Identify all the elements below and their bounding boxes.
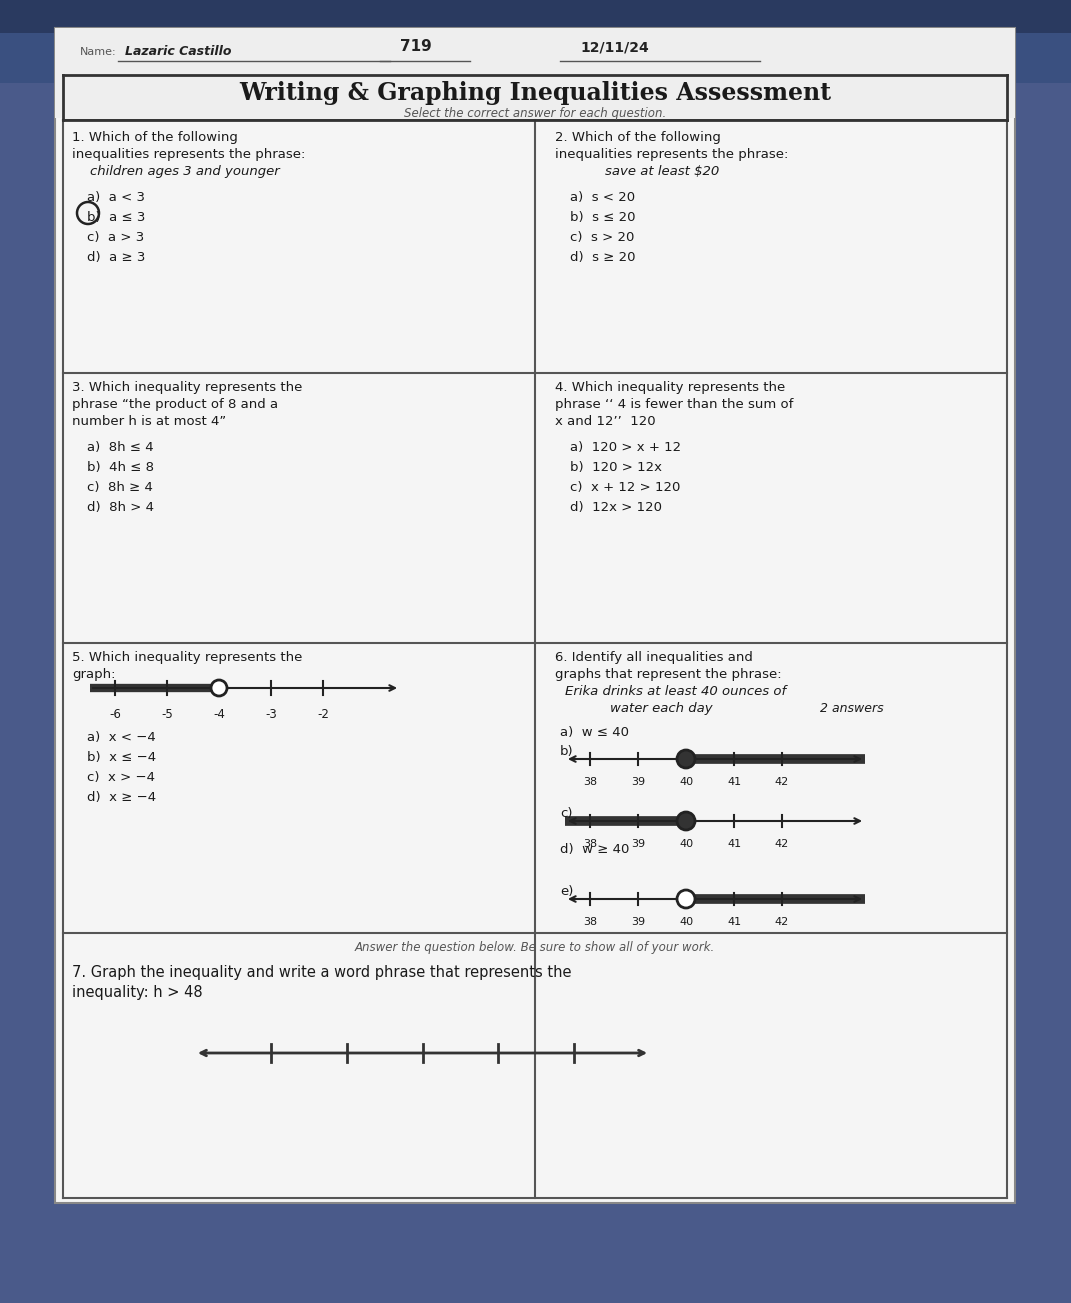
Text: c)  s > 20: c) s > 20 xyxy=(570,231,634,244)
Text: 12/11/24: 12/11/24 xyxy=(580,40,649,53)
Text: 3. Which inequality represents the: 3. Which inequality represents the xyxy=(72,380,302,394)
FancyBboxPatch shape xyxy=(0,0,1071,83)
Text: 42: 42 xyxy=(775,839,789,850)
Text: c): c) xyxy=(560,807,573,820)
Text: 719: 719 xyxy=(399,39,432,53)
Text: Name:: Name: xyxy=(80,47,117,57)
Text: inequalities represents the phrase:: inequalities represents the phrase: xyxy=(72,149,305,162)
FancyBboxPatch shape xyxy=(55,27,1015,119)
Text: d)  x ≥ −4: d) x ≥ −4 xyxy=(87,791,156,804)
Text: 41: 41 xyxy=(727,839,741,850)
Text: inequality: h > 48: inequality: h > 48 xyxy=(72,985,202,999)
Text: x and 12’’  120: x and 12’’ 120 xyxy=(555,414,655,427)
Text: a)  w ≤ 40: a) w ≤ 40 xyxy=(560,726,629,739)
Text: c)  x + 12 > 120: c) x + 12 > 120 xyxy=(570,481,680,494)
Text: 40: 40 xyxy=(679,777,693,787)
Text: number h is at most 4”: number h is at most 4” xyxy=(72,414,226,427)
Text: 38: 38 xyxy=(583,839,597,850)
Text: d)  a ≥ 3: d) a ≥ 3 xyxy=(87,251,146,265)
Text: e): e) xyxy=(560,885,573,898)
Text: inequalities represents the phrase:: inequalities represents the phrase: xyxy=(555,149,788,162)
Text: phrase “the product of 8 and a: phrase “the product of 8 and a xyxy=(72,397,278,410)
Text: 39: 39 xyxy=(631,839,645,850)
Text: b)  120 > 12x: b) 120 > 12x xyxy=(570,461,662,474)
Text: 6. Identify all inequalities and: 6. Identify all inequalities and xyxy=(555,652,753,665)
Text: 2. Which of the following: 2. Which of the following xyxy=(555,132,721,145)
Text: 41: 41 xyxy=(727,777,741,787)
Text: save at least $20: save at least $20 xyxy=(605,165,720,179)
Text: Answer the question below. Be sure to show all of your work.: Answer the question below. Be sure to sh… xyxy=(355,941,715,954)
Text: 41: 41 xyxy=(727,917,741,926)
Text: Writing & Graphing Inequalities Assessment: Writing & Graphing Inequalities Assessme… xyxy=(239,81,831,106)
Text: b)  a ≤ 3: b) a ≤ 3 xyxy=(87,211,146,224)
FancyBboxPatch shape xyxy=(55,27,1015,1203)
Text: 39: 39 xyxy=(631,777,645,787)
Text: children ages 3 and younger: children ages 3 and younger xyxy=(90,165,280,179)
Text: 7. Graph the inequality and write a word phrase that represents the: 7. Graph the inequality and write a word… xyxy=(72,966,572,980)
Text: d)  s ≥ 20: d) s ≥ 20 xyxy=(570,251,635,265)
Text: graph:: graph: xyxy=(72,668,116,681)
Text: -3: -3 xyxy=(266,708,277,721)
Text: -5: -5 xyxy=(161,708,172,721)
Circle shape xyxy=(677,890,695,908)
Text: -4: -4 xyxy=(213,708,225,721)
Text: -2: -2 xyxy=(317,708,329,721)
Text: 1. Which of the following: 1. Which of the following xyxy=(72,132,238,145)
Text: a)  a < 3: a) a < 3 xyxy=(87,192,145,205)
Text: d)  8h > 4: d) 8h > 4 xyxy=(87,500,154,513)
Text: a)  s < 20: a) s < 20 xyxy=(570,192,635,205)
Text: d)  12x > 120: d) 12x > 120 xyxy=(570,500,662,513)
Text: 5. Which inequality represents the: 5. Which inequality represents the xyxy=(72,652,302,665)
Circle shape xyxy=(677,751,695,767)
Text: c)  8h ≥ 4: c) 8h ≥ 4 xyxy=(87,481,153,494)
Text: 42: 42 xyxy=(775,917,789,926)
Text: 4. Which inequality represents the: 4. Which inequality represents the xyxy=(555,380,785,394)
Text: 38: 38 xyxy=(583,777,597,787)
Text: graphs that represent the phrase:: graphs that represent the phrase: xyxy=(555,668,782,681)
Text: Select the correct answer for each question.: Select the correct answer for each quest… xyxy=(404,107,666,120)
Text: a)  x < −4: a) x < −4 xyxy=(87,731,155,744)
Text: c)  x > −4: c) x > −4 xyxy=(87,771,155,784)
Text: 2 answers: 2 answers xyxy=(820,702,884,715)
Text: phrase ‘‘ 4 is fewer than the sum of: phrase ‘‘ 4 is fewer than the sum of xyxy=(555,397,794,410)
Circle shape xyxy=(677,812,695,830)
Text: c)  a > 3: c) a > 3 xyxy=(87,231,145,244)
Text: Erika drinks at least 40 ounces of: Erika drinks at least 40 ounces of xyxy=(565,685,786,698)
Text: a)  120 > x + 12: a) 120 > x + 12 xyxy=(570,440,681,453)
Text: b)  x ≤ −4: b) x ≤ −4 xyxy=(87,751,156,764)
FancyBboxPatch shape xyxy=(0,0,1071,33)
Text: 39: 39 xyxy=(631,917,645,926)
Text: b)  4h ≤ 8: b) 4h ≤ 8 xyxy=(87,461,154,474)
Text: -6: -6 xyxy=(109,708,121,721)
Text: b)  s ≤ 20: b) s ≤ 20 xyxy=(570,211,635,224)
Text: 38: 38 xyxy=(583,917,597,926)
Circle shape xyxy=(211,680,227,696)
Text: b): b) xyxy=(560,745,574,758)
Text: a)  8h ≤ 4: a) 8h ≤ 4 xyxy=(87,440,153,453)
Text: 40: 40 xyxy=(679,839,693,850)
Text: Lazaric Castillo: Lazaric Castillo xyxy=(125,46,231,59)
Text: water each day: water each day xyxy=(610,702,712,715)
Text: 40: 40 xyxy=(679,917,693,926)
Text: 42: 42 xyxy=(775,777,789,787)
Text: d)  w ≥ 40: d) w ≥ 40 xyxy=(560,843,630,856)
